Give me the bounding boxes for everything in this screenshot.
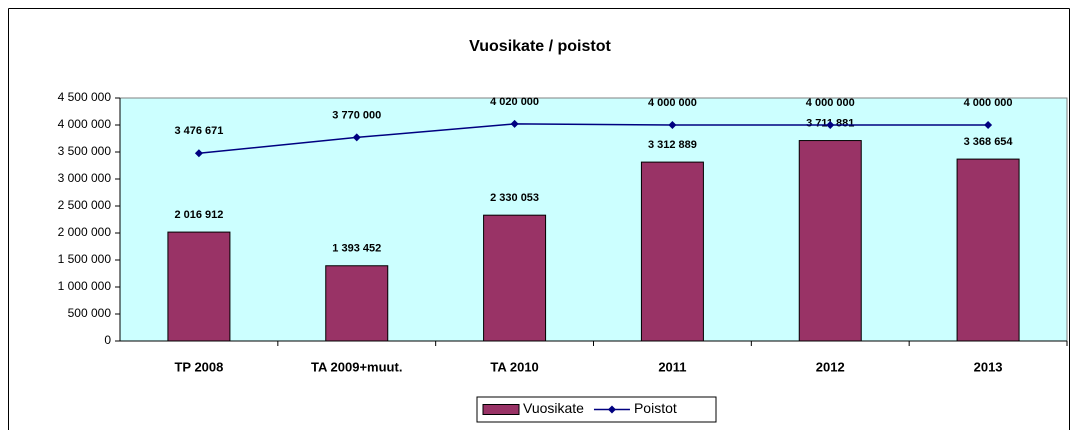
- bar: [483, 214, 547, 342]
- legend-swatch: [607, 405, 616, 414]
- x-tick-label: TA 2010: [490, 359, 538, 374]
- x-tick-label: TA 2009+muut.: [311, 359, 402, 374]
- marker: [984, 121, 993, 129]
- bar: [325, 265, 389, 342]
- marker: [668, 121, 677, 129]
- legend-label: Poistot: [634, 400, 677, 416]
- data-label: 1 393 452: [332, 243, 381, 255]
- y-tick-label: 500 000: [68, 306, 112, 320]
- x-tick-label: 2011: [658, 359, 686, 374]
- data-label: 2 016 912: [174, 209, 223, 221]
- marker: [194, 149, 203, 158]
- bar: [167, 231, 231, 342]
- plot-area: [119, 97, 1068, 342]
- line: [198, 123, 989, 155]
- data-label: 3 770 000: [332, 109, 381, 121]
- legend-label: Vuosikate: [523, 400, 584, 416]
- y-tick-label: 3 000 000: [58, 171, 112, 185]
- y-tick-label: 2 000 000: [58, 225, 112, 239]
- y-tick-label: 0: [104, 333, 111, 347]
- marker: [826, 121, 835, 129]
- data-label: 3 312 889: [648, 139, 697, 151]
- bar: [798, 140, 862, 342]
- data-label: 3 476 671: [174, 125, 223, 137]
- data-label: 2 330 053: [490, 192, 539, 204]
- bar: [956, 158, 1020, 342]
- y-tick-label: 1 000 000: [58, 279, 112, 293]
- data-label: 4 000 000: [806, 97, 855, 109]
- data-label: 3 368 654: [964, 136, 1014, 148]
- x-tick-label: 2013: [974, 359, 1003, 374]
- marker: [352, 133, 361, 142]
- bar: [640, 161, 704, 342]
- chart-title: Vuosikate / poistot: [469, 38, 611, 55]
- x-tick-label: 2012: [816, 359, 845, 374]
- legend-swatch: [482, 404, 520, 415]
- marker: [510, 119, 519, 128]
- y-tick-label: 2 500 000: [58, 198, 112, 212]
- y-tick-label: 4 000 000: [58, 117, 112, 131]
- y-tick-label: 1 500 000: [58, 252, 112, 266]
- data-label: 4 000 000: [648, 97, 697, 109]
- y-tick-label: 3 500 000: [58, 144, 112, 158]
- x-tick-label: TP 2008: [174, 359, 223, 374]
- data-label: 4 020 000: [490, 96, 539, 108]
- data-label: 4 000 000: [964, 97, 1013, 109]
- y-tick-label: 4 500 000: [58, 90, 112, 104]
